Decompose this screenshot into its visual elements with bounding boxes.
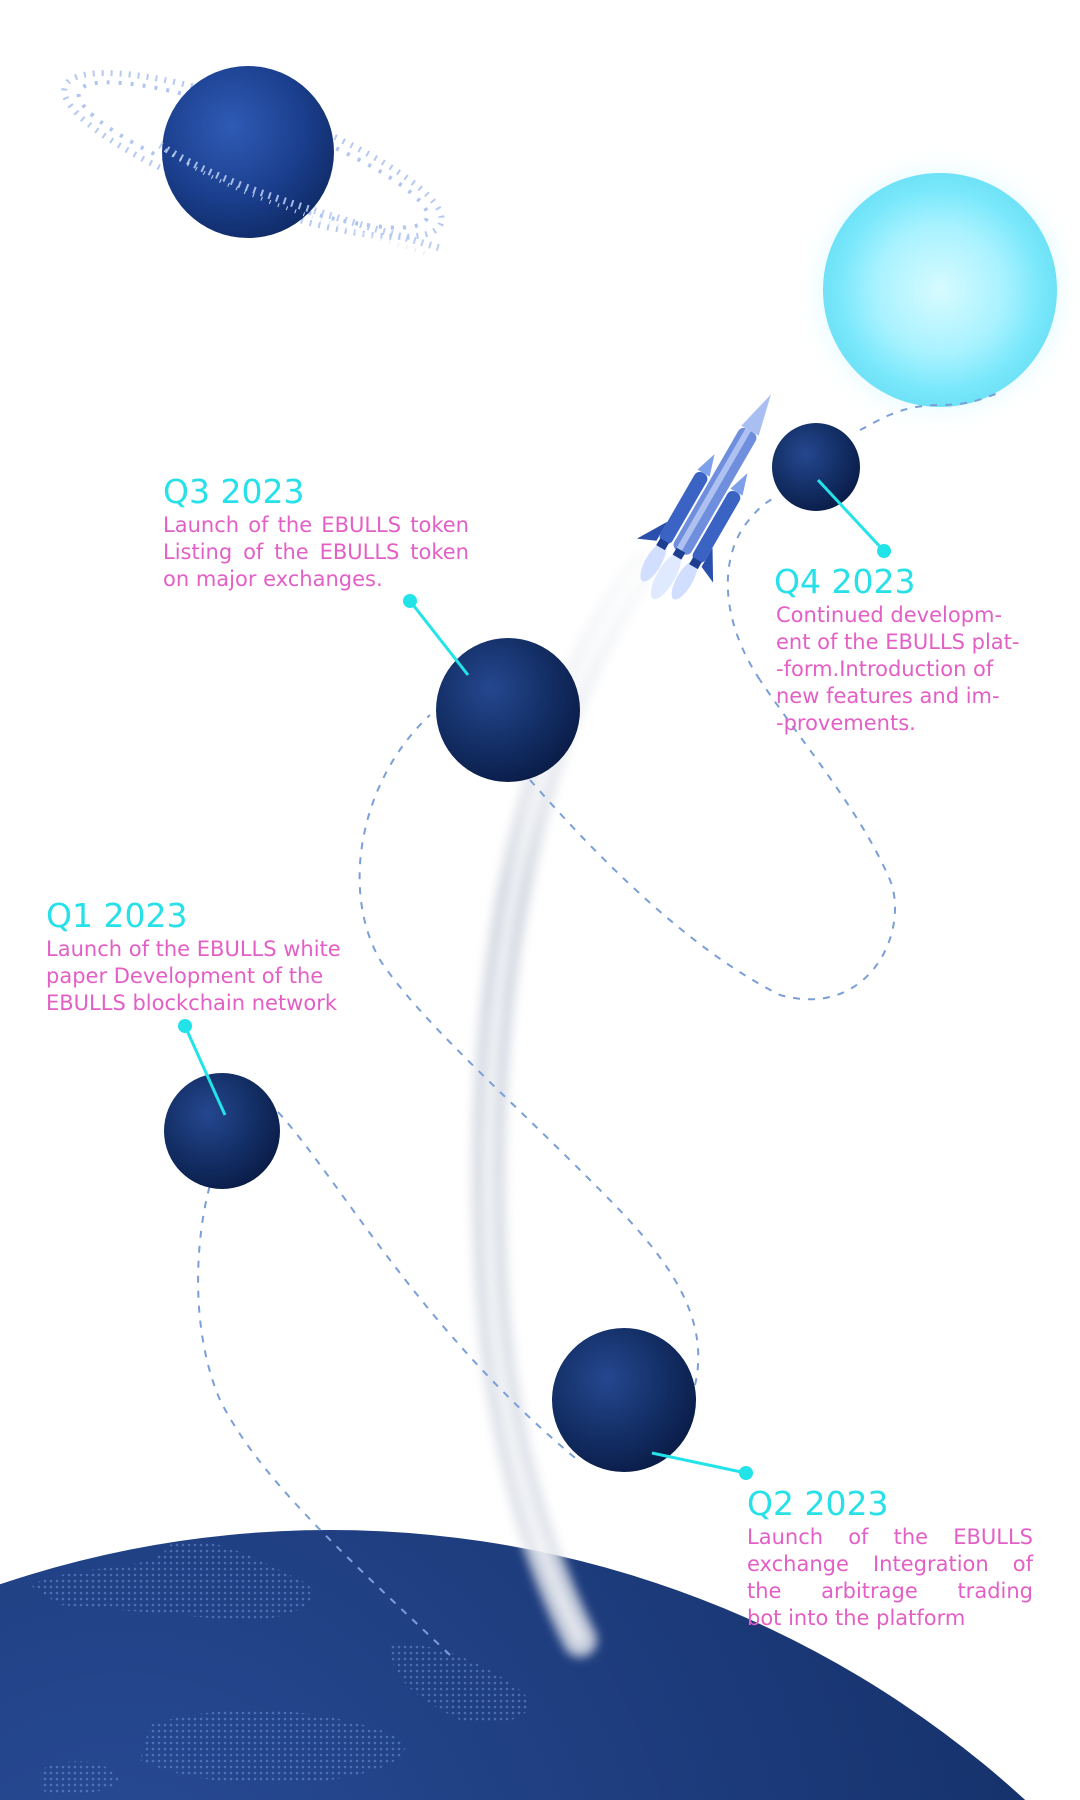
description-line: exchange Integration of: [747, 1552, 1033, 1576]
ringed-planet-icon: [61, 66, 445, 257]
milestone-description: Launch of the EBULLS white paper Develop…: [46, 936, 364, 1017]
planets: [164, 423, 860, 1472]
description-line: Continued developm-: [776, 603, 1003, 627]
milestone-quarter: Q3 2023: [163, 472, 305, 511]
connector-q1: [183, 1025, 227, 1116]
connector-dot-q1: [178, 1019, 192, 1033]
orbit-path-q2-to-q3: [358, 714, 700, 1386]
milestone-q4: Q4 2023 Continued developm- ent of the E…: [774, 562, 1046, 737]
orbit-path-q1-to-q2: [277, 1111, 581, 1463]
description-line: Listing of the EBULLS token: [163, 540, 469, 564]
connector-dot-q3: [403, 594, 417, 608]
milestone-quarter: Q1 2023: [46, 896, 188, 935]
connector-dot-q2: [739, 1466, 753, 1480]
orbit-paths: [197, 392, 999, 1656]
planet-q2: [552, 1328, 696, 1472]
milestone-quarter: Q2 2023: [747, 1484, 889, 1523]
orbit-path-q4-to-sun: [859, 392, 999, 431]
earth-globe-icon: [0, 1530, 1025, 1800]
connector-dot-q4: [877, 544, 891, 558]
milestone-q1: Q1 2023 Launch of the EBULLS white paper…: [46, 898, 364, 1017]
milestone-quarter: Q4 2023: [774, 562, 916, 601]
milestone-q3: Q3 2023 Launch of the EBULLS token Listi…: [163, 474, 469, 593]
description-line: Launch of the EBULLS: [747, 1525, 1033, 1549]
connector-q4: [816, 478, 886, 553]
glowing-sun-icon: [812, 162, 1068, 418]
rocket-icon: [636, 394, 771, 600]
description-line: -form.Introduction of: [776, 657, 994, 681]
ringed-planet-front-ring: [158, 142, 442, 257]
milestone-q2: Q2 2023 Launch of the EBULLS exchange In…: [747, 1486, 1033, 1632]
planet-q1: [164, 1073, 280, 1189]
description-line: Launch of the EBULLS white: [46, 937, 341, 961]
description-line: bot into the platform: [747, 1606, 966, 1630]
description-line: EBULLS blockchain network: [46, 991, 337, 1015]
description-line: paper Development of the: [46, 964, 324, 988]
description-line: new features and im-: [776, 684, 1000, 708]
orbit-path-earth-to-q1: [197, 1184, 451, 1656]
connector-q2: [651, 1451, 747, 1475]
connectors: [178, 478, 891, 1480]
description-line: on major exchanges.: [163, 567, 383, 591]
orbit-path-q3-to-q4-lower: [529, 679, 896, 1001]
milestone-description: Continued developm- ent of the EBULLS pl…: [776, 602, 1046, 737]
connector-q3: [408, 600, 470, 676]
milestone-description: Launch of the EBULLS exchange Integratio…: [747, 1524, 1033, 1632]
planet-q4: [772, 423, 860, 511]
orbit-path-q4-loop: [726, 496, 777, 681]
description-line: -provements.: [776, 711, 916, 735]
description-line: ent of the EBULLS plat-: [776, 630, 1020, 654]
description-line: the arbitrage trading: [747, 1579, 1033, 1603]
milestone-description: Launch of the EBULLS token Listing of th…: [163, 512, 469, 593]
ringed-planet-body: [162, 66, 334, 238]
earth-continents-dots: [30, 1540, 530, 1795]
planet-q3: [436, 638, 580, 782]
description-line: Launch of the EBULLS token: [163, 513, 469, 537]
